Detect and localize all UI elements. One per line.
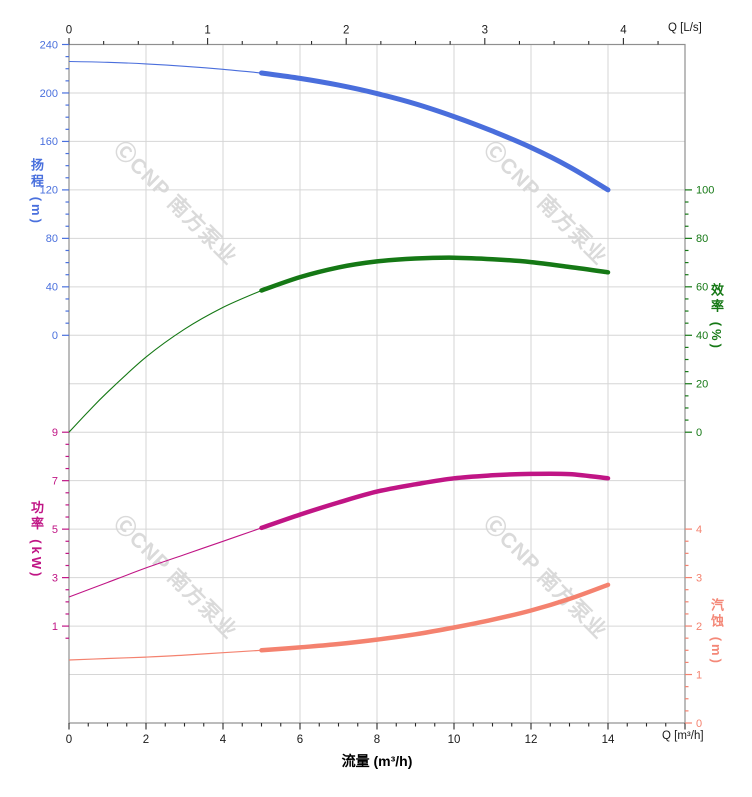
head-tick-label: 40 (46, 282, 58, 294)
power-tick-label: 3 (52, 572, 58, 584)
x-top-tick-label: 4 (620, 25, 627, 37)
x-tick-label: 8 (374, 734, 380, 746)
curve-npsh-main (259, 582, 611, 653)
head-tick-label: 0 (52, 330, 58, 342)
curve-head-main (259, 70, 611, 193)
npsh-tick-label: 3 (696, 572, 702, 584)
bottom-axis-unit-label: Q [m³/h] (662, 730, 704, 742)
eff-tick-label: 40 (696, 330, 708, 342)
power-tick-label: 7 (52, 475, 58, 487)
npsh-tick-label: 4 (696, 524, 702, 536)
x-top-tick-label: 0 (66, 25, 72, 37)
top-axis-unit-label: Q [L/s] (668, 22, 702, 34)
eff-tick-label: 20 (696, 379, 708, 391)
x-tick-label: 6 (297, 734, 303, 746)
curve-eff-main (259, 255, 611, 293)
power-tick-label: 1 (52, 621, 58, 633)
x-tick-label: 10 (448, 734, 461, 746)
eff-tick-label: 0 (696, 427, 702, 439)
head-tick-label: 80 (46, 233, 58, 245)
eff-tick-label: 80 (696, 233, 708, 245)
head-axis-title: 扬程 (m) (29, 158, 44, 226)
x-tick-label: 12 (525, 734, 538, 746)
curve-head-thin (68, 60, 262, 74)
x-top-tick-label: 3 (482, 25, 488, 37)
head-tick-label: 160 (40, 136, 58, 148)
x-tick-label: 4 (220, 734, 227, 746)
eff-tick-label: 60 (696, 282, 708, 294)
npsh-tick-label: 1 (696, 669, 702, 681)
power-tick-label: 5 (52, 524, 58, 536)
head-tick-label: 120 (40, 185, 58, 197)
curve-eff-thin (68, 289, 262, 433)
head-tick-label: 200 (40, 88, 58, 100)
x-top-tick-label: 2 (343, 25, 349, 37)
curve-power-main (259, 471, 611, 531)
curve-npsh-thin (68, 649, 262, 661)
npsh-axis-title: 汽蚀 (m) (709, 598, 724, 666)
x-top-tick-label: 1 (204, 25, 210, 37)
x-tick-label: 2 (143, 734, 149, 746)
curve-power-thin (68, 527, 262, 598)
x-tick-label: 0 (66, 734, 72, 746)
power-tick-label: 9 (52, 427, 58, 439)
npsh-tick-label: 2 (696, 621, 702, 633)
eff-tick-label: 100 (696, 185, 714, 197)
head-tick-label: 240 (40, 39, 58, 51)
x-tick-label: 14 (602, 734, 615, 746)
efficiency-axis-title: 效率 (%) (709, 283, 724, 351)
flow-axis-title: 流量 (m³/h) (341, 753, 413, 769)
power-axis-title: 功率 (kW) (29, 500, 44, 580)
npsh-tick-label: 0 (696, 718, 702, 730)
